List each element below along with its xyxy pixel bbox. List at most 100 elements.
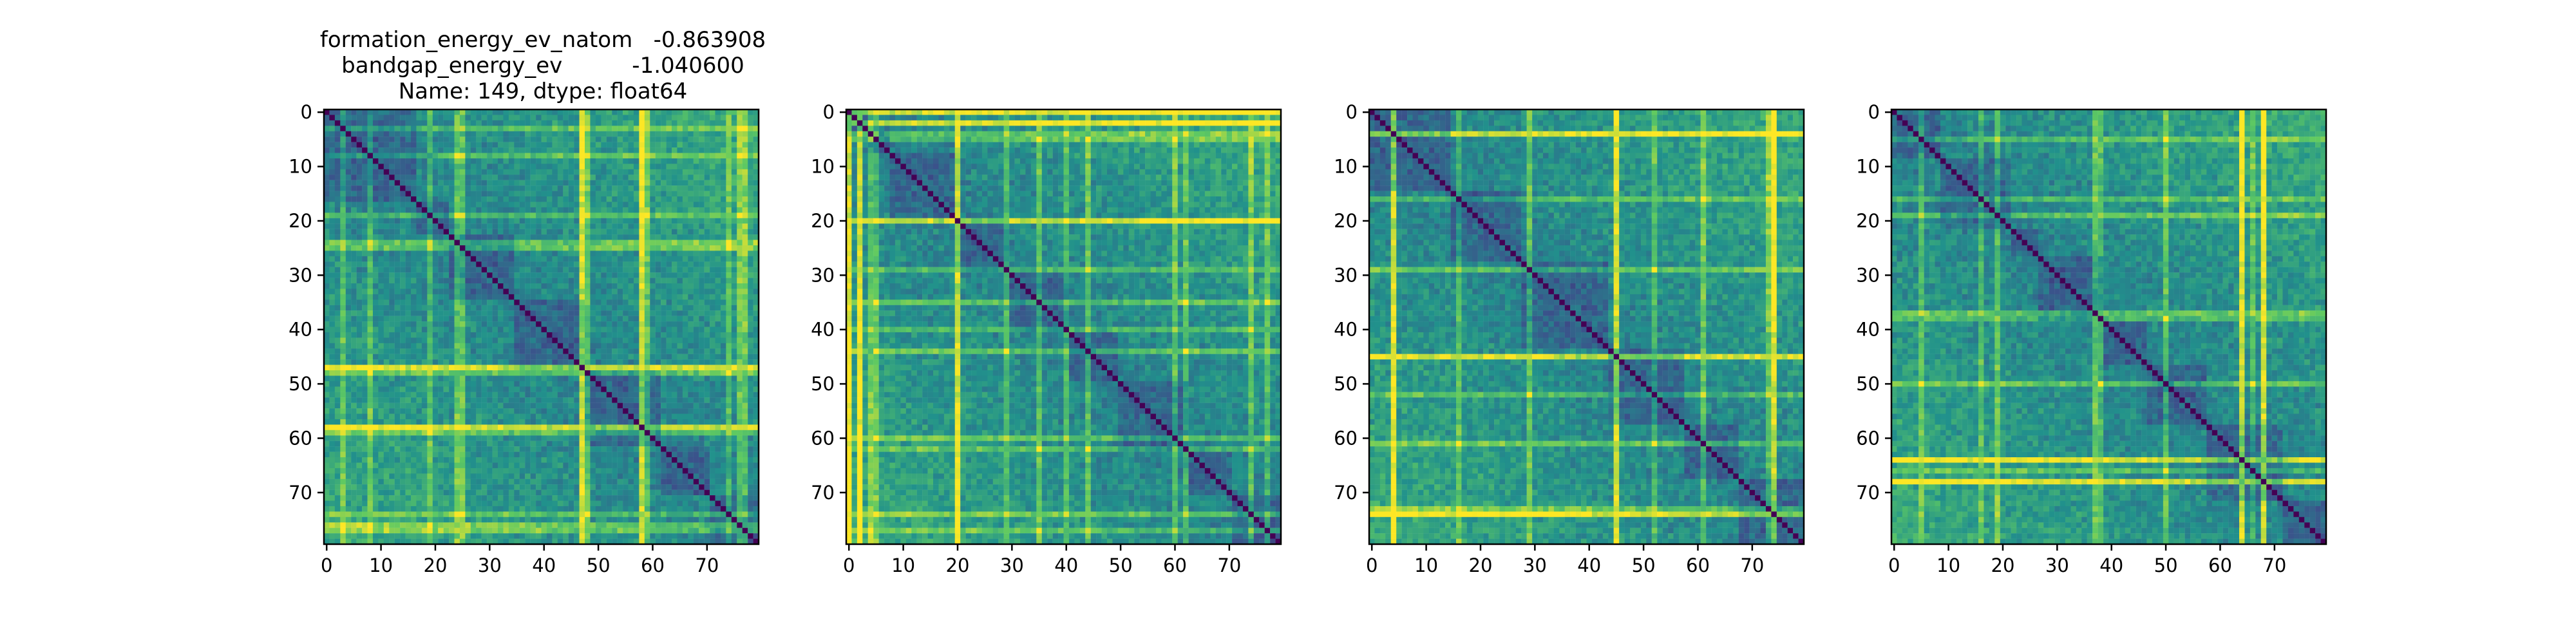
heatmap-cell [389, 256, 395, 262]
heatmap-cell [590, 256, 596, 262]
heatmap-cell [732, 343, 737, 349]
heatmap-cell [536, 202, 542, 207]
heatmap-cell [748, 131, 753, 137]
heatmap-cell [395, 158, 401, 164]
heatmap-cell [542, 196, 547, 202]
heatmap-cell [487, 386, 493, 392]
heatmap-cell [748, 332, 753, 338]
heatmap-cell [574, 397, 580, 403]
heatmap-cell [634, 321, 639, 327]
heatmap-cell [373, 305, 379, 311]
heatmap-cell [373, 397, 379, 403]
heatmap-cell [455, 386, 460, 392]
heatmap-cell [721, 153, 726, 159]
heatmap-cell [596, 299, 601, 305]
heatmap-cell [629, 229, 634, 235]
heatmap-cell [715, 240, 721, 246]
heatmap-cell [368, 223, 374, 229]
heatmap-cell [482, 196, 488, 202]
heatmap-cell [411, 251, 417, 256]
heatmap-cell [520, 397, 526, 403]
heatmap-cell [737, 321, 743, 327]
heatmap-cell [743, 359, 748, 365]
heatmap-cell [509, 180, 515, 186]
heatmap-cell [683, 299, 688, 305]
heatmap-cell [422, 381, 428, 387]
heatmap-cell [743, 175, 748, 180]
heatmap-cell [552, 327, 558, 333]
heatmap-cell [487, 202, 493, 207]
heatmap-cell [623, 158, 629, 164]
heatmap-cell [645, 137, 650, 142]
heatmap-cell [362, 343, 368, 349]
heatmap-cell [514, 142, 520, 148]
heatmap-cell [623, 120, 629, 126]
heatmap-cell [465, 229, 471, 235]
heatmap-cell [639, 289, 645, 294]
heatmap-cell [721, 283, 726, 289]
heatmap-cell [639, 283, 645, 289]
heatmap-cell [503, 251, 509, 256]
heatmap-cell [590, 386, 596, 392]
heatmap-cell [525, 354, 531, 360]
heatmap-cell [514, 147, 520, 153]
heatmap-cell [460, 294, 466, 300]
heatmap-cell [542, 278, 547, 284]
heatmap-cell [623, 435, 629, 441]
heatmap-cell [503, 359, 509, 365]
heatmap-cell [351, 261, 357, 267]
heatmap-cell [384, 381, 390, 387]
heatmap-cell [683, 354, 688, 360]
heatmap-cell [406, 370, 412, 376]
heatmap-cell [378, 185, 384, 191]
heatmap-cell [335, 131, 341, 137]
heatmap-cell [471, 446, 477, 452]
heatmap-cell [503, 397, 509, 403]
heatmap-cell [329, 240, 335, 246]
heatmap-cell [667, 278, 672, 284]
heatmap-cell [726, 267, 732, 273]
heatmap-cell [629, 327, 634, 333]
heatmap-cell [656, 441, 661, 447]
heatmap-cell [563, 430, 569, 436]
heatmap-cell [514, 261, 520, 267]
heatmap-cell [373, 115, 379, 120]
heatmap-cell [623, 381, 629, 387]
heatmap-cell [416, 337, 422, 343]
heatmap-cell [618, 348, 623, 354]
heatmap-cell [645, 392, 650, 398]
heatmap-cell [465, 403, 471, 409]
heatmap-cell [400, 240, 406, 246]
heatmap-cell [683, 115, 688, 120]
heatmap-cell [503, 337, 509, 343]
heatmap-cell [607, 430, 612, 436]
heatmap-cell [335, 196, 341, 202]
heatmap-cell [645, 375, 650, 381]
heatmap-cell [629, 354, 634, 360]
heatmap-cell [422, 126, 428, 131]
heatmap-cell [743, 272, 748, 278]
heatmap-cell [726, 441, 732, 447]
heatmap-cell [612, 213, 618, 218]
heatmap-cell [335, 299, 341, 305]
heatmap-cell [596, 348, 601, 354]
heatmap-cell [536, 218, 542, 224]
heatmap-cell [612, 142, 618, 148]
heatmap-cell [547, 424, 553, 430]
heatmap-cell [748, 386, 753, 392]
heatmap-cell [400, 316, 406, 322]
heatmap-cell [542, 109, 547, 115]
heatmap-cell [596, 343, 601, 349]
heatmap-cell [699, 153, 705, 159]
heatmap-cell [520, 278, 526, 284]
heatmap-cell [493, 343, 498, 349]
heatmap-cell [585, 213, 591, 218]
heatmap-cell [362, 223, 368, 229]
heatmap-cell [547, 305, 553, 311]
heatmap-cell [422, 359, 428, 365]
heatmap-cell [378, 120, 384, 126]
heatmap-cell [574, 316, 580, 322]
heatmap-cell [395, 381, 401, 387]
heatmap-cell [329, 305, 335, 311]
heatmap-cell [596, 202, 601, 207]
